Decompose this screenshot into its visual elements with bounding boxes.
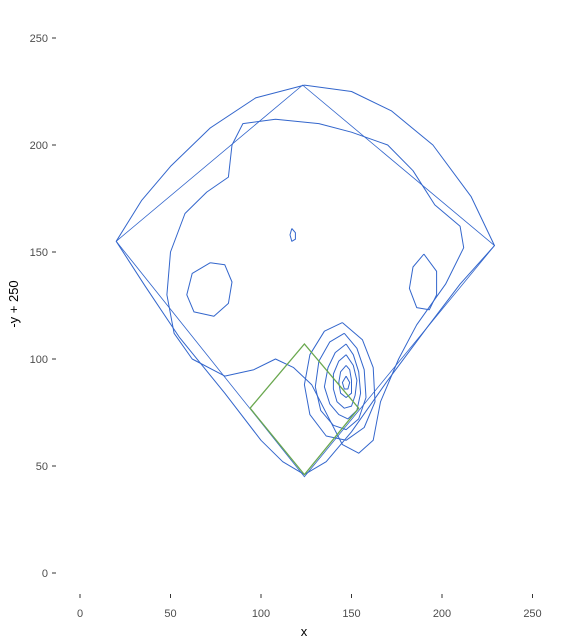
plot-panel [115, 84, 496, 478]
y-axis-ticks: 0 50 100 150 200 250 [30, 33, 56, 580]
y-tick-label: 50 [36, 461, 48, 473]
field-outline [115, 84, 496, 478]
infield-diamond [249, 342, 360, 476]
contour-line [338, 365, 352, 398]
x-axis-title: x [301, 624, 308, 639]
x-tick-label: 0 [77, 608, 83, 620]
contour-line [332, 354, 358, 409]
x-tick-label: 150 [342, 608, 360, 620]
contour-line [166, 118, 465, 454]
y-tick-label: 250 [30, 33, 48, 45]
contour-line [341, 375, 351, 390]
y-axis-title: -y + 250 [6, 280, 21, 327]
y-tick-label: 0 [42, 568, 48, 580]
contour-line [303, 322, 376, 441]
x-tick-label: 100 [252, 608, 270, 620]
contour-line [115, 84, 495, 476]
y-tick-label: 150 [30, 247, 48, 259]
contour-line [186, 262, 233, 317]
contour-line [289, 228, 296, 242]
y-tick-label: 100 [30, 354, 48, 366]
x-axis-ticks: 0 50 100 150 200 250 [77, 594, 542, 620]
x-tick-label: 250 [523, 608, 541, 620]
x-tick-label: 50 [164, 608, 176, 620]
y-tick-label: 200 [30, 140, 48, 152]
contour-line [314, 332, 367, 431]
contour-line [323, 343, 362, 420]
contour-line [408, 253, 438, 311]
x-tick-label: 200 [433, 608, 451, 620]
